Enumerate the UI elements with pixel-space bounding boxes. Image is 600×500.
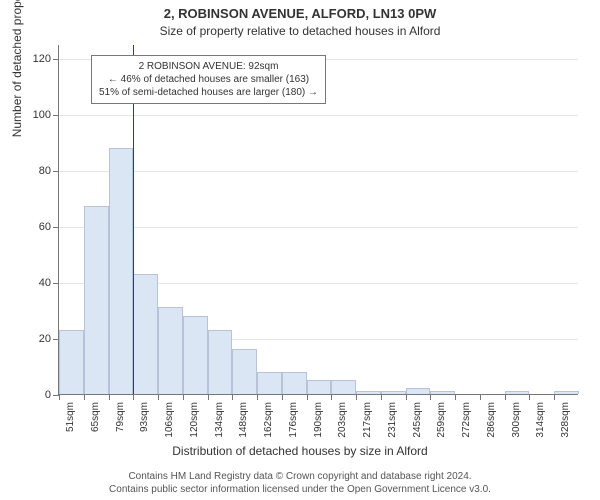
x-tick — [307, 394, 308, 400]
x-tick-label: 259sqm — [436, 402, 447, 438]
histogram-bar — [183, 316, 208, 394]
y-axis-label: Number of detached properties — [10, 0, 24, 137]
histogram-bar — [381, 391, 406, 394]
x-tick-label: 272sqm — [461, 402, 472, 438]
histogram-bar — [133, 274, 158, 394]
x-tick-label: 217sqm — [362, 402, 373, 438]
x-tick — [505, 394, 506, 400]
x-tick-label: 286sqm — [486, 402, 497, 438]
histogram-bar — [59, 330, 84, 394]
x-tick — [480, 394, 481, 400]
x-tick-label: 314sqm — [535, 402, 546, 438]
footer-line-2: Contains public sector information licen… — [0, 484, 600, 497]
histogram-bar — [158, 307, 183, 394]
y-tick-label: 80 — [39, 165, 59, 177]
histogram-bar — [109, 148, 134, 394]
x-tick-label: 328sqm — [560, 402, 571, 438]
histogram-bar — [84, 206, 109, 394]
x-tick — [381, 394, 382, 400]
x-tick — [158, 394, 159, 400]
x-axis-label: Distribution of detached houses by size … — [0, 444, 600, 458]
histogram-bar — [331, 380, 356, 394]
histogram-bar — [257, 372, 282, 394]
y-tick-label: 120 — [33, 53, 59, 65]
x-tick — [257, 394, 258, 400]
chart-footer: Contains HM Land Registry data © Crown c… — [0, 471, 600, 496]
histogram-bar — [307, 380, 332, 394]
y-tick-label: 60 — [39, 221, 59, 233]
x-tick-label: 162sqm — [263, 402, 274, 438]
histogram-bar — [356, 391, 381, 394]
y-tick-label: 20 — [39, 333, 59, 345]
chart-subtitle: Size of property relative to detached ho… — [0, 24, 600, 38]
annotation-line-2: ← 46% of detached houses are smaller (16… — [99, 73, 318, 86]
histogram-bar — [554, 391, 579, 394]
x-tick — [133, 394, 134, 400]
x-tick — [232, 394, 233, 400]
x-tick — [282, 394, 283, 400]
footer-line-1: Contains HM Land Registry data © Crown c… — [0, 471, 600, 484]
x-tick-label: 106sqm — [164, 402, 175, 438]
y-tick-label: 0 — [45, 389, 59, 401]
x-tick — [331, 394, 332, 400]
histogram-bar — [505, 391, 530, 394]
x-tick — [406, 394, 407, 400]
annotation-box: 2 ROBINSON AVENUE: 92sqm ← 46% of detach… — [91, 55, 326, 104]
x-tick — [529, 394, 530, 400]
x-tick-label: 120sqm — [189, 402, 200, 438]
annotation-line-3: 51% of semi-detached houses are larger (… — [99, 86, 318, 99]
plot-area: 2 ROBINSON AVENUE: 92sqm ← 46% of detach… — [58, 45, 578, 395]
grid-line — [59, 115, 578, 116]
x-tick-label: 93sqm — [139, 402, 150, 432]
x-tick — [208, 394, 209, 400]
x-tick — [430, 394, 431, 400]
x-tick — [59, 394, 60, 400]
grid-line — [59, 227, 578, 228]
y-tick-label: 100 — [33, 109, 59, 121]
histogram-bar — [282, 372, 307, 394]
histogram-bar — [208, 330, 233, 394]
x-tick-label: 51sqm — [65, 402, 76, 432]
annotation-line-1: 2 ROBINSON AVENUE: 92sqm — [99, 60, 318, 73]
x-tick — [554, 394, 555, 400]
x-tick-label: 231sqm — [387, 402, 398, 438]
chart-container: { "chart": { "type": "histogram", "title… — [0, 0, 600, 500]
x-tick-label: 79sqm — [115, 402, 126, 432]
x-tick-label: 65sqm — [90, 402, 101, 432]
x-tick — [356, 394, 357, 400]
y-tick-label: 40 — [39, 277, 59, 289]
x-tick-label: 190sqm — [313, 402, 324, 438]
grid-line — [59, 171, 578, 172]
x-tick-label: 176sqm — [288, 402, 299, 438]
histogram-bar — [430, 391, 455, 394]
x-tick — [183, 394, 184, 400]
x-tick — [84, 394, 85, 400]
histogram-bar — [406, 388, 431, 394]
x-tick-label: 300sqm — [511, 402, 522, 438]
x-tick-label: 134sqm — [214, 402, 225, 438]
histogram-bar — [232, 349, 257, 394]
x-tick-label: 148sqm — [238, 402, 249, 438]
x-tick — [455, 394, 456, 400]
x-tick — [109, 394, 110, 400]
x-tick-label: 245sqm — [412, 402, 423, 438]
x-tick-label: 203sqm — [337, 402, 348, 438]
chart-title: 2, ROBINSON AVENUE, ALFORD, LN13 0PW — [0, 6, 600, 21]
